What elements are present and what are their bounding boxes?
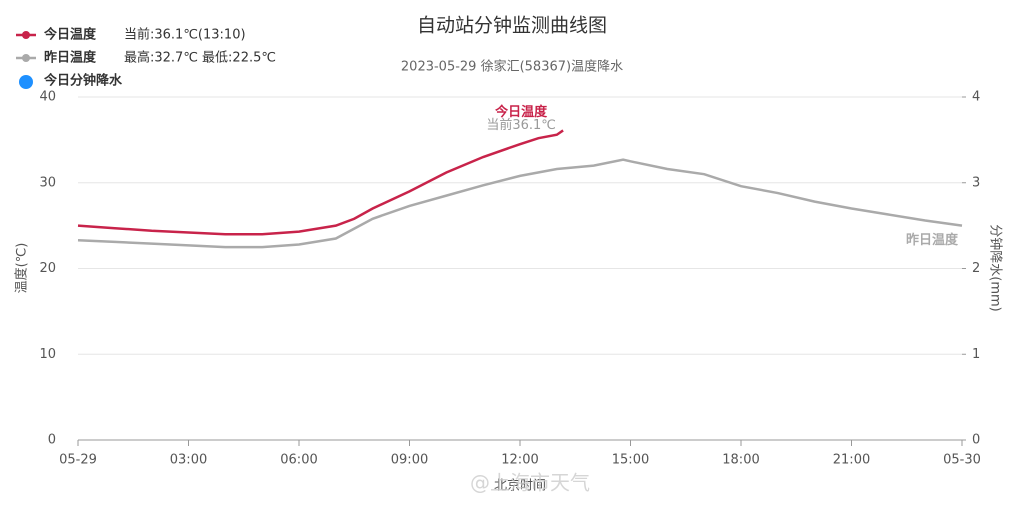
end-note: 当前36.1℃ (486, 117, 556, 133)
y2-tick-label: 2 (972, 261, 980, 276)
legend-label: 今日分钟降水 (43, 73, 123, 89)
chart-subtitle: 2023-05-29 徐家汇(58367)温度降水 (401, 59, 623, 75)
y-tick-label: 30 (39, 175, 56, 190)
x-tick-label: 18:00 (722, 453, 759, 468)
y-tick-label: 20 (39, 261, 56, 276)
y-tick-label: 40 (39, 90, 56, 105)
chart-title: 自动站分钟监测曲线图 (417, 15, 607, 37)
y2-tick-label: 3 (972, 175, 980, 190)
y2-tick-label: 0 (972, 433, 980, 448)
series-line (77, 129, 564, 236)
x-tick-label: 03:00 (170, 453, 207, 468)
x-tick-label: 05-30 (943, 453, 981, 468)
x-tick-label: 06:00 (280, 453, 317, 468)
x-axis-label: 北京时间 (494, 479, 546, 494)
legend-note: 当前:36.1℃(13:10) (124, 27, 246, 43)
x-tick-label: 05-29 (59, 453, 97, 468)
x-tick-label: 12:00 (501, 453, 538, 468)
watermark: @上海市天气 (470, 471, 590, 495)
legend-label: 今日温度 (43, 27, 97, 43)
series-line (77, 158, 963, 249)
end-label: 昨日温度 (906, 232, 959, 248)
legend-note: 最高:32.7℃ 最低:22.5℃ (124, 50, 276, 66)
y2-axis-label: 分钟降水(mm) (988, 224, 1004, 311)
legend-marker (22, 31, 30, 39)
legend-label: 昨日温度 (44, 50, 97, 66)
legend-marker (22, 54, 30, 62)
x-tick-label: 15:00 (612, 453, 649, 468)
y2-tick-label: 1 (972, 347, 980, 362)
y-axis-label: 温度(℃) (14, 243, 30, 294)
x-tick-label: 09:00 (391, 453, 428, 468)
y2-tick-label: 4 (972, 90, 980, 105)
x-tick-label: 21:00 (833, 453, 870, 468)
y-tick-label: 0 (48, 433, 56, 448)
y-tick-label: 10 (39, 347, 56, 362)
end-label: 今日温度 (494, 104, 548, 120)
legend-marker (19, 75, 33, 89)
